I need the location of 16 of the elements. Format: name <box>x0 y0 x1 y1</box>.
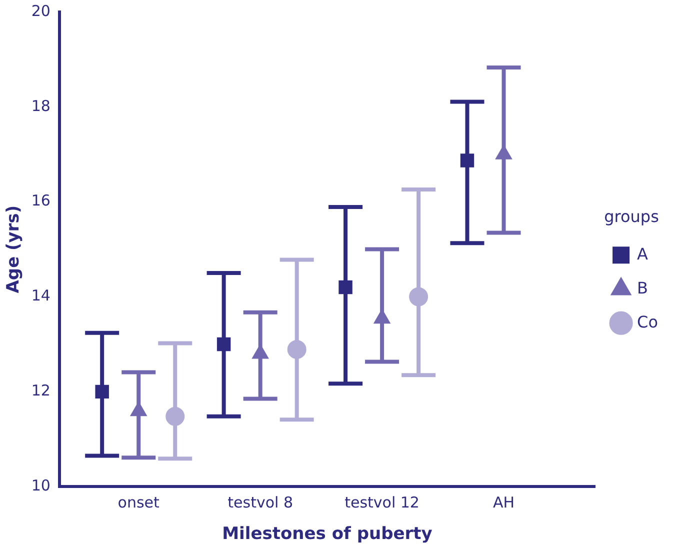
x-tick-label: testvol 8 <box>228 493 293 512</box>
y-tick-label: 10 <box>31 476 50 494</box>
y-tick-label: 18 <box>31 96 50 115</box>
x-tick-label: testvol 12 <box>344 493 420 512</box>
legend-label: B <box>637 278 648 298</box>
y-tick-label: 16 <box>31 192 50 210</box>
x-axis-title: Milestones of puberty <box>222 524 432 544</box>
y-tick-label: 14 <box>31 286 50 305</box>
y-tick-label: 12 <box>31 382 50 400</box>
legend-title: groups <box>604 207 659 226</box>
y-axis-title: Age (yrs) <box>4 205 24 294</box>
y-tick-label: 20 <box>31 2 50 20</box>
legend-label: Co <box>637 312 658 332</box>
x-tick-label: AH <box>492 493 515 512</box>
legend-label: A <box>637 244 648 264</box>
x-tick-label: onset <box>118 493 160 512</box>
